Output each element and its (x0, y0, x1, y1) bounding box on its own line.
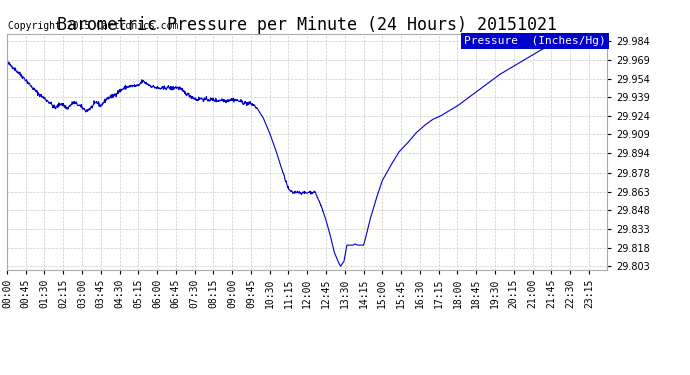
Text: Pressure  (Inches/Hg): Pressure (Inches/Hg) (464, 36, 606, 46)
Text: Copyright 2015 Cartronics.com: Copyright 2015 Cartronics.com (8, 21, 178, 32)
Title: Barometric Pressure per Minute (24 Hours) 20151021: Barometric Pressure per Minute (24 Hours… (57, 16, 557, 34)
